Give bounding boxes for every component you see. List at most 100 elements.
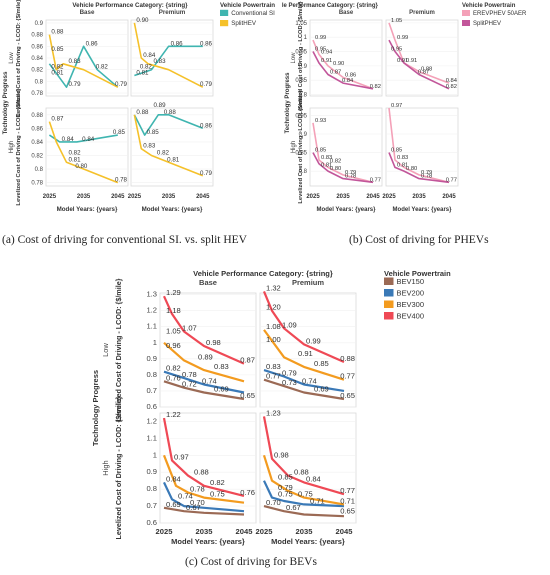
data-label: 0.78 — [115, 177, 128, 184]
data-label: 0.83 — [321, 155, 332, 161]
data-label: 0.85 — [278, 473, 293, 482]
data-label: 0.71 — [340, 496, 355, 505]
y-axis-label: Levelized Cost of Driving - LCOD: {$/mil… — [114, 278, 123, 421]
data-label: 0.82 — [51, 64, 64, 71]
data-label: 0.90 — [333, 61, 344, 67]
y-axis-label: Levelized Cost of Driving - LCOD: {$/mil… — [16, 88, 22, 206]
y-tick-label: 0.9 — [299, 132, 308, 138]
x-axis-label: Model Years: {years} — [393, 207, 453, 213]
data-label: 1.05 — [166, 327, 181, 336]
data-label: 0.82 — [69, 149, 82, 156]
data-label: 0.79 — [421, 170, 432, 176]
figure-c: Vehicle Performance Category: {string} Ba… — [88, 267, 470, 547]
x-tick-label: 2025 — [156, 527, 174, 536]
data-label: 1.05 — [391, 18, 402, 24]
y-tick-label: 0.95 — [295, 113, 307, 119]
data-label: 0.87 — [240, 356, 255, 365]
y-tick-label: 0.88 — [31, 113, 43, 119]
data-label: 0.83 — [397, 155, 408, 161]
data-label: 0.96 — [166, 341, 181, 350]
y-tick-label: 1.1 — [146, 433, 157, 442]
data-label: 0.85 — [147, 129, 160, 136]
data-label: 0.78 — [345, 174, 356, 180]
data-label: 0.81 — [167, 156, 180, 163]
data-label: 0.77 — [266, 372, 281, 381]
data-label: 0.79 — [115, 81, 128, 88]
data-label: 0.79 — [345, 170, 356, 176]
x-axis-label: Model Years: {years} — [271, 537, 345, 546]
data-label: 0.71 — [310, 496, 325, 505]
y-axis-label: Levelized Cost of Driving - LCOD: {$/mil… — [16, 0, 22, 117]
data-label: 0.69 — [214, 385, 229, 394]
series-line-BEV200 — [263, 369, 345, 392]
data-label: 0.75 — [210, 490, 225, 499]
series-line-SplitHEV — [48, 34, 119, 88]
legend-label: BEV200 — [397, 289, 425, 298]
row-label: Low — [8, 52, 15, 64]
data-label: 1.18 — [166, 306, 181, 315]
x-tick-label: 2045 — [236, 527, 254, 536]
y-tick-label: 0.8 — [146, 484, 157, 493]
data-label: 0.70 — [190, 498, 205, 507]
data-label: 0.73 — [282, 378, 297, 387]
series-line-BEV300 — [162, 454, 245, 504]
data-label: 0.85 — [391, 148, 402, 154]
x-tick-label: 2045 — [366, 194, 380, 200]
panel-frame — [385, 107, 459, 187]
series-line-SplitHEV — [48, 121, 119, 184]
panel-frame — [130, 107, 214, 187]
y-tick-label: 0.86 — [31, 44, 43, 50]
series-line-BEV300 — [163, 341, 245, 383]
data-label: 0.77 — [340, 486, 355, 495]
data-label: 1.20 — [266, 303, 281, 312]
data-label: 0.65 — [340, 507, 355, 516]
y-tick-label: 1 — [153, 338, 157, 347]
x-tick-label: 2045 — [111, 194, 125, 200]
y-tick-label: 0.82 — [31, 153, 43, 159]
series-line-BEV200 — [263, 480, 345, 508]
data-label: 0.79 — [278, 483, 293, 492]
legend-label: BEV400 — [397, 312, 425, 321]
data-label: 0.80 — [406, 166, 417, 172]
data-label: 0.81 — [69, 156, 82, 163]
y-tick-label: 1.3 — [146, 290, 157, 299]
caption-c: (c) Cost of driving for BEVs — [185, 556, 317, 568]
y-tick-label: 0.84 — [31, 140, 43, 146]
data-label: 0.74 — [178, 491, 193, 500]
series-line-BEV400 — [262, 416, 345, 496]
data-label: 0.79 — [282, 368, 297, 377]
y-tick-label: 1.2 — [146, 306, 157, 315]
column-title: Premium — [292, 278, 324, 287]
x-tick-label: 2025 — [43, 194, 57, 200]
series-line-BEV150 — [263, 505, 345, 518]
y-tick-label: 0.86 — [31, 126, 43, 132]
data-label: 0.88 — [421, 67, 432, 73]
data-label: 0.84 — [166, 474, 181, 483]
data-label: 0.84 — [306, 474, 321, 483]
series-line-SplitHEV — [133, 22, 204, 88]
data-label: 0.87 — [330, 69, 341, 75]
x-axis-label: Model Years: {years} — [57, 206, 118, 213]
chart-header: Vehicle Performance Category: {string} — [193, 269, 333, 278]
y-tick-label: 0.8 — [299, 93, 308, 99]
y-tick-label: 1 — [304, 35, 308, 41]
data-label: 0.83 — [214, 362, 229, 371]
data-label: 0.67 — [286, 503, 301, 512]
series-line-BEV200 — [163, 370, 245, 394]
row-label: High — [8, 140, 15, 153]
data-label: 0.88 — [194, 468, 209, 477]
data-label: 1.09 — [282, 320, 297, 329]
legend-swatch — [384, 300, 394, 308]
data-label: 0.77 — [340, 372, 355, 381]
data-label: 0.87 — [418, 69, 429, 75]
data-label: 0.99 — [306, 336, 321, 345]
data-label: 0.93 — [315, 118, 326, 124]
panel-frame — [309, 19, 383, 97]
data-label: 0.84 — [82, 136, 95, 143]
legend-swatch — [384, 289, 394, 297]
data-label: 0.76 — [240, 488, 255, 497]
y-tick-label: 0.9 — [35, 21, 44, 27]
data-label: 0.99 — [315, 35, 326, 41]
data-label: 0.65 — [340, 391, 355, 400]
data-label: 1.00 — [266, 335, 281, 344]
